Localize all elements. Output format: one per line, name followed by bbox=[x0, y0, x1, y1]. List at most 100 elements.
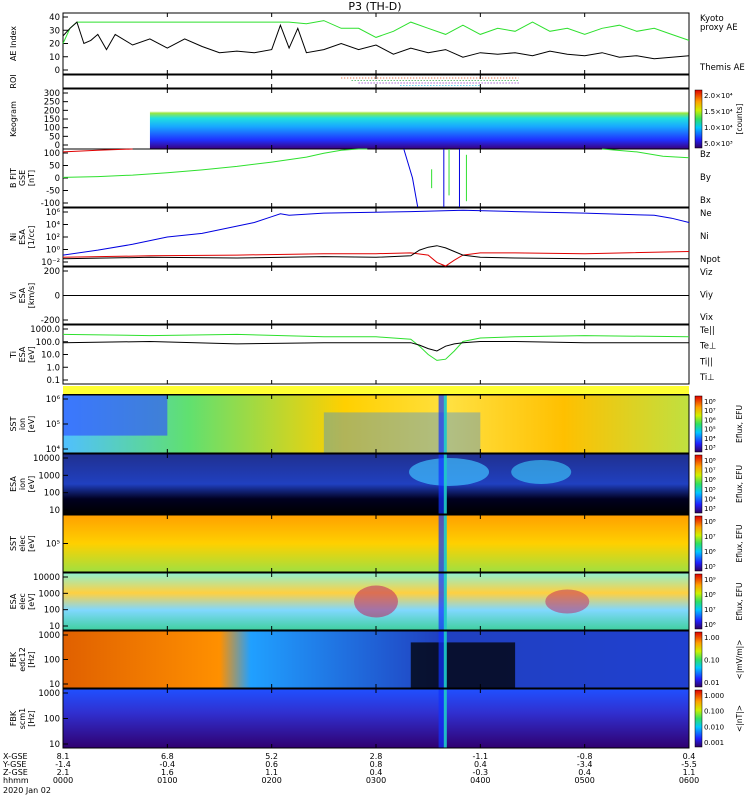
fbk_b-image bbox=[63, 689, 689, 748]
fbk-e-dark bbox=[410, 642, 516, 688]
esa_elec-event-band bbox=[438, 573, 447, 630]
sst_elec-image bbox=[63, 515, 689, 572]
density-ytick-label: 10⁶ bbox=[46, 208, 61, 218]
fbk_b-event-band bbox=[438, 689, 447, 748]
velocity-ytick-label: -200 bbox=[41, 316, 60, 326]
footer-row-label: X-GSE bbox=[3, 752, 28, 761]
esa_ion-ytick-label: 1000 bbox=[38, 471, 60, 481]
fbk_e-ytick-label: 100 bbox=[44, 656, 60, 666]
esa_ion-ytick-label: 100 bbox=[44, 489, 60, 499]
panel-bfield: 100 50 0 -50 -100 B FIT GSE [nT] Bz By Bx bbox=[9, 148, 711, 209]
panel-esa_elec: 10000 1000 100 10 ESA elec [eV] 10⁹ 10⁸ 10⁷ 10⁶ Efl… bbox=[9, 572, 744, 632]
sst_ion-colorbar-tick: 10⁶ bbox=[704, 416, 716, 424]
panel-fbk_e: 1000 100 10 FBK edc12 [Hz] 1.00 0.10 0.01 <|mV/m|… bbox=[9, 630, 744, 690]
esa_elec-ytick-label: 10 bbox=[49, 622, 60, 632]
sst_ion-ylabel: SST bbox=[9, 416, 18, 431]
footer-zgse: 1.6 bbox=[161, 768, 174, 777]
sst_ion-ytick-label: 10⁶ bbox=[46, 395, 61, 405]
esa_ion-colorbar-tick: 10⁸ bbox=[704, 457, 716, 465]
esa_ion-colorbar-tick: 10⁶ bbox=[704, 476, 716, 484]
esa_elec-ylabel: ESA bbox=[9, 593, 18, 609]
footer-row-label: Z-GSE bbox=[3, 768, 28, 777]
footer-row-label: hhmm bbox=[3, 776, 29, 785]
bfield-ylabel: B FIT bbox=[9, 168, 18, 188]
esa_elec-colorbar-label: Eflux, EFU bbox=[735, 583, 744, 621]
velocity-legend-label: Vix bbox=[700, 313, 713, 323]
keogram-colorbar-label: [counts] bbox=[735, 103, 744, 134]
sst_elec-colorbar-tick: 10⁶ bbox=[704, 548, 716, 556]
footer-hhmm: 0300 bbox=[366, 776, 386, 785]
fbk_e-colorbar-tick: 0.01 bbox=[704, 679, 720, 687]
ae-legend-label: proxy AE bbox=[700, 23, 738, 33]
sst_elec-colorbar-tick: 10⁷ bbox=[704, 533, 716, 541]
esa_ion-ylabel: ESA bbox=[9, 476, 18, 492]
footer-hhmm: 0200 bbox=[261, 776, 281, 785]
sst_ion-colorbar-tick: 10⁷ bbox=[704, 407, 716, 415]
esa_elec-event-core bbox=[443, 573, 447, 630]
esa_ion-image bbox=[63, 454, 689, 514]
footer-ygse: -1.4 bbox=[55, 760, 71, 769]
keogram-colorbar bbox=[694, 89, 703, 149]
footer-hhmm: 0000 bbox=[53, 776, 73, 785]
footer-ygse: 0.6 bbox=[265, 760, 278, 769]
fbk_e-colorbar-tick: 0.10 bbox=[704, 657, 720, 665]
keogram-ytick-label: 50 bbox=[49, 132, 60, 142]
fbk_e-ylabel: FBK bbox=[9, 651, 18, 667]
fbk_e-ylabel: edc12 bbox=[18, 647, 27, 672]
esa_ion-ylabel: ion bbox=[18, 478, 27, 490]
ae-ylabel: AE Index bbox=[9, 26, 18, 61]
footer-ygse: 0.8 bbox=[370, 760, 383, 769]
footer-ygse: -0.4 bbox=[160, 760, 176, 769]
ae-ytick-label: 10 bbox=[49, 53, 60, 63]
keogram-ytick-label: 0 bbox=[55, 141, 60, 151]
fbk_b-colorbar-label: <|nT|> bbox=[735, 705, 744, 732]
footer-xgse: -1.1 bbox=[473, 752, 489, 761]
esa-ion-blob-2 bbox=[511, 460, 572, 484]
velocity-ylabel: [km/s] bbox=[27, 283, 36, 309]
esa_ion-colorbar-tick: 10⁴ bbox=[704, 495, 716, 503]
temperature-ylabel: Ti bbox=[9, 351, 18, 359]
temperature-series-line bbox=[62, 333, 690, 361]
temperature-legend-label: Te⊥ bbox=[699, 342, 716, 352]
bfield-series-line bbox=[62, 148, 368, 178]
esa_ion-event-band bbox=[438, 454, 447, 514]
fbk_b-ytick-label: 10 bbox=[49, 740, 60, 750]
ae-ytick-label: 30 bbox=[49, 26, 60, 36]
fbk_b-ylabel: scm1 bbox=[18, 708, 27, 729]
keogram-colorbar-tick: 1.5×10⁴ bbox=[704, 108, 733, 116]
fbk_e-colorbar-tick: 1.00 bbox=[704, 634, 720, 642]
sst_ion-colorbar-tick: 10⁴ bbox=[704, 435, 716, 443]
bfield-ytick-label: 50 bbox=[49, 162, 60, 172]
esa_elec-ytick-label: 100 bbox=[44, 606, 60, 616]
bfield-ytick-label: 100 bbox=[44, 149, 60, 159]
footer-xgse: 5.2 bbox=[265, 752, 278, 761]
sst_ion-colorbar-tick: 10⁵ bbox=[704, 426, 716, 434]
velocity-ylabel: Vi bbox=[9, 292, 18, 300]
footer-row-label: 2020 Jan 02 bbox=[3, 786, 51, 795]
temperature-ylabel: [eV] bbox=[27, 346, 36, 363]
fbk_e-ytick-label: 10 bbox=[49, 680, 60, 690]
footer-row-label: Y-GSE bbox=[2, 760, 26, 769]
density-ytick-label: 10⁴ bbox=[46, 221, 61, 231]
panel-temperature: 1000.0 100.0 10.0 1.0 0.1 Ti ESA [eV] Te|| Te⊥ Ti|… bbox=[9, 324, 716, 386]
sst_elec-event-core bbox=[443, 515, 447, 572]
footer-xgse: 6.8 bbox=[161, 752, 174, 761]
velocity-ytick-label: 200 bbox=[44, 267, 60, 277]
esa_elec-colorbar-tick: 10⁹ bbox=[704, 576, 716, 584]
sst_ion-colorbar-tick: 10⁸ bbox=[704, 398, 716, 406]
sst_ion-event-band bbox=[438, 395, 447, 453]
esa_elec-colorbar-tick: 10⁷ bbox=[704, 606, 716, 614]
fbk_b-colorbar-tick: 0.100 bbox=[704, 708, 724, 716]
ae-legend-label: Themis AE bbox=[699, 63, 745, 73]
bfield-ylabel: [nT] bbox=[27, 170, 36, 186]
footer-ygse: -3.4 bbox=[577, 760, 593, 769]
panel-roi: ROI bbox=[9, 74, 690, 89]
density-legend-label: Npot bbox=[700, 255, 721, 265]
esa_elec-ytick-label: 10000 bbox=[33, 573, 60, 583]
